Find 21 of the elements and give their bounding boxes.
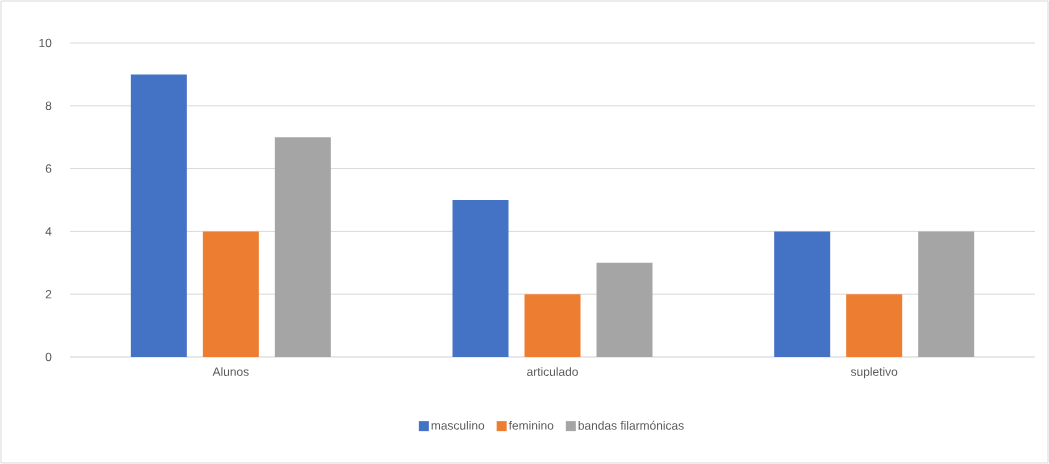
x-tick-label: Alunos	[212, 367, 249, 376]
y-tick-label: 2	[45, 290, 52, 299]
bar	[774, 231, 831, 357]
legend-label: masculino	[431, 420, 485, 430]
bar	[452, 199, 509, 357]
bar	[130, 74, 187, 357]
bar	[596, 262, 653, 357]
x-tick-label: articulado	[527, 367, 578, 376]
bar	[524, 294, 581, 357]
bar	[846, 294, 903, 357]
y-tick-label: 8	[45, 101, 52, 111]
legend-label: feminino	[508, 420, 554, 430]
y-tick-label: 10	[39, 38, 52, 48]
bar	[918, 231, 975, 357]
y-tick-label: 6	[45, 164, 52, 173]
bar	[274, 137, 331, 357]
y-tick-label: 4	[45, 227, 52, 236]
y-tick-label: 0	[45, 352, 52, 362]
bar	[202, 231, 259, 357]
legend-label: bandas filarmónicas	[578, 420, 684, 430]
x-tick-label: supletivo	[850, 367, 898, 379]
